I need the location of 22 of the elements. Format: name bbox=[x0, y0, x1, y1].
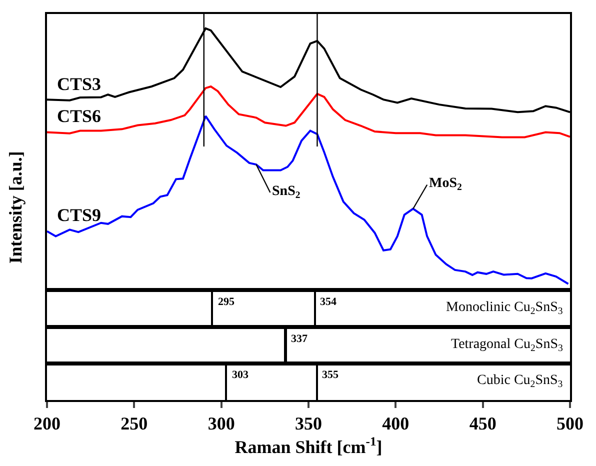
y-axis-title: Intensity [a.u.] bbox=[6, 151, 26, 264]
annotation: 295 bbox=[218, 296, 235, 308]
annotation: 355 bbox=[322, 369, 339, 381]
x-tick-label: 350 bbox=[295, 413, 322, 434]
x-tick-label: 300 bbox=[208, 413, 235, 434]
x-tick-label: 250 bbox=[120, 413, 148, 434]
annotation: 303 bbox=[232, 369, 249, 381]
x-tick-label: 450 bbox=[469, 413, 496, 434]
annotation: Tetragonal Cu$_{2}$SnS$_{3}$ bbox=[451, 337, 563, 354]
x-axis-title: Raman Shift [cm$^{-1}$] bbox=[234, 434, 382, 457]
annotation: MoS$_{2}$ bbox=[429, 176, 462, 193]
annotation: SnS$_{2}$ bbox=[272, 184, 300, 201]
annotation: 354 bbox=[320, 296, 337, 308]
series-label: CTS6 bbox=[57, 106, 102, 126]
annotation: Monoclinic Cu$_{2}$SnS$_{3}$ bbox=[446, 300, 563, 317]
x-tick-label: 500 bbox=[556, 413, 584, 434]
annotation: Cubic Cu$_{2}$SnS$_{3}$ bbox=[477, 373, 563, 390]
x-tick-label: 400 bbox=[382, 413, 410, 434]
series-label: CTS9 bbox=[57, 205, 102, 225]
annotation: 337 bbox=[291, 333, 308, 345]
x-tick-label: 200 bbox=[34, 413, 60, 434]
series-label: CTS3 bbox=[57, 74, 102, 94]
